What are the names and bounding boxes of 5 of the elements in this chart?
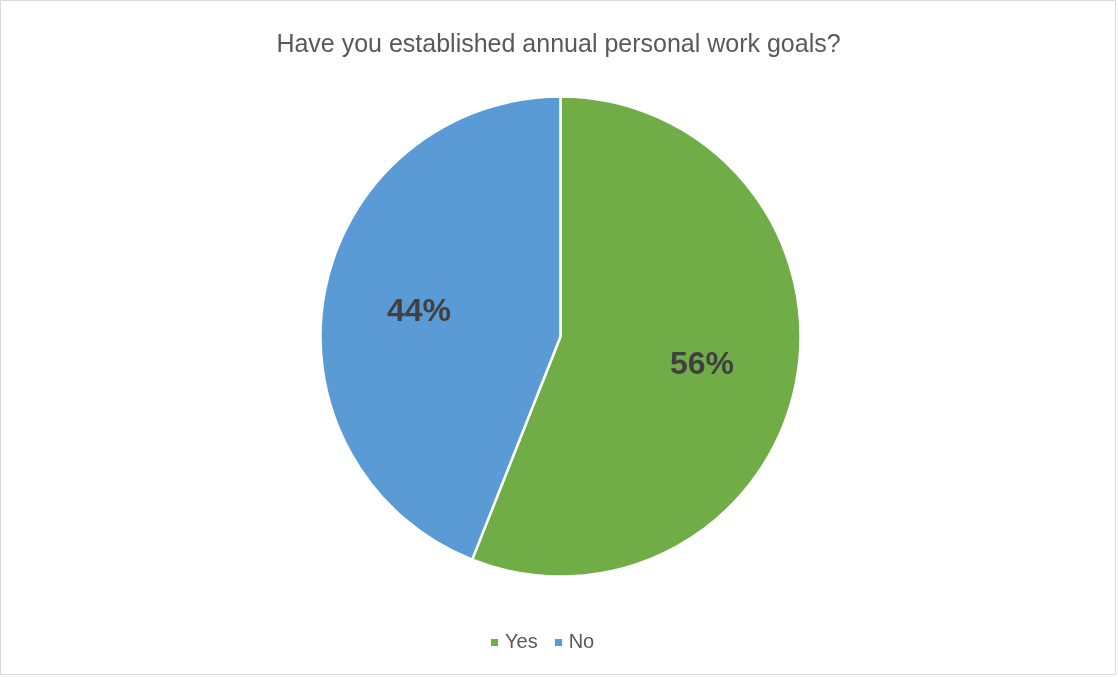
data-label: 44% xyxy=(387,291,452,328)
legend-label: Yes xyxy=(505,630,538,653)
legend-label: No xyxy=(568,630,595,653)
data-label: 56% xyxy=(669,345,734,382)
chart-title: Have you established annual personal work goals? xyxy=(276,28,841,57)
